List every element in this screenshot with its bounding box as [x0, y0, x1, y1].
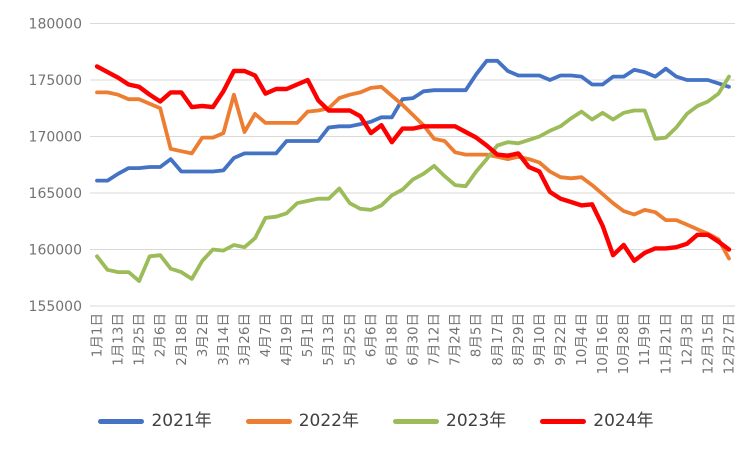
y-axis-tick-label: 155000 — [29, 299, 82, 315]
legend-label-2022: 2022年 — [298, 411, 359, 431]
x-axis-tick-label: 1月1日 — [90, 313, 106, 357]
x-axis-tick-label: 11月9日 — [637, 313, 653, 366]
x-axis-tick-label: 5月13日 — [321, 313, 337, 366]
legend-swatch-2023 — [393, 419, 439, 424]
legend-swatch-2021 — [98, 419, 145, 424]
x-axis-tick-label: 5月1日 — [300, 313, 316, 357]
x-axis-tick-label: 2月6日 — [153, 313, 169, 357]
legend-swatch-2022 — [245, 419, 292, 424]
series-line-2021 — [95, 58, 731, 183]
x-axis-tick-label: 7月12日 — [427, 313, 443, 366]
legend-label-2024: 2024年 — [593, 411, 654, 431]
x-axis-tick-label: 6月6日 — [363, 313, 379, 357]
x-axis-tick-label: 12月3日 — [679, 313, 695, 366]
x-axis-tick-label: 3月14日 — [216, 313, 232, 366]
legend-item-2024: 2024年 — [540, 411, 654, 431]
x-axis-tick-label: 12月15日 — [700, 313, 716, 374]
y-axis-tick-label: 170000 — [29, 130, 82, 146]
y-axis-tick-label: 175000 — [29, 73, 82, 89]
legend-item-2023: 2023年 — [393, 413, 506, 430]
legend-item-2021: 2021年 — [98, 411, 212, 431]
x-axis-tick-label: 4月19日 — [279, 313, 295, 366]
x-axis-tick-label: 11月21日 — [658, 313, 674, 374]
x-axis-tick-label: 2月18日 — [174, 313, 190, 366]
series-line-2023 — [95, 74, 731, 284]
x-axis-tick-label: 10月4日 — [574, 313, 590, 366]
legend-item-2022: 2022年 — [245, 411, 359, 431]
series-line-2024 — [94, 64, 732, 263]
legend-swatch-2024 — [540, 419, 587, 424]
x-axis-tick-label: 1月13日 — [111, 313, 127, 366]
x-axis-tick-label: 5月25日 — [342, 313, 358, 366]
y-axis-tick-label: 165000 — [29, 186, 82, 202]
x-axis-tick-label: 12月27日 — [722, 313, 738, 374]
x-axis-tick-label: 8月17日 — [490, 313, 506, 366]
x-axis-tick-label: 3月2日 — [195, 313, 211, 357]
x-axis-tick-label: 1月25日 — [132, 313, 148, 366]
x-axis-tick-label: 9月22日 — [553, 313, 569, 366]
legend-label-2023: 2023年 — [446, 411, 507, 431]
x-axis-tick-label: 10月28日 — [616, 313, 632, 374]
x-axis-tick-label: 8月5日 — [469, 313, 485, 357]
x-axis-tick-label: 9月10日 — [532, 313, 548, 366]
series-line-2022 — [95, 84, 731, 261]
x-axis-tick-label: 10月16日 — [595, 313, 611, 374]
y-axis-tick-label: 160000 — [29, 243, 82, 259]
x-axis-tick-label: 6月18日 — [384, 313, 400, 366]
x-axis-tick-label: 3月26日 — [237, 313, 253, 366]
x-axis-tick-label: 6月30日 — [406, 313, 422, 366]
x-axis-tick-label: 7月24日 — [448, 313, 464, 366]
y-axis-tick-label: 180000 — [29, 17, 82, 33]
x-axis-tick-label: 4月7日 — [258, 313, 274, 357]
chart-legend: 2021年 2022年 2023年 2024年 — [0, 413, 752, 430]
x-axis-tick-label: 8月29日 — [511, 313, 527, 366]
legend-label-2021: 2021年 — [151, 411, 212, 431]
